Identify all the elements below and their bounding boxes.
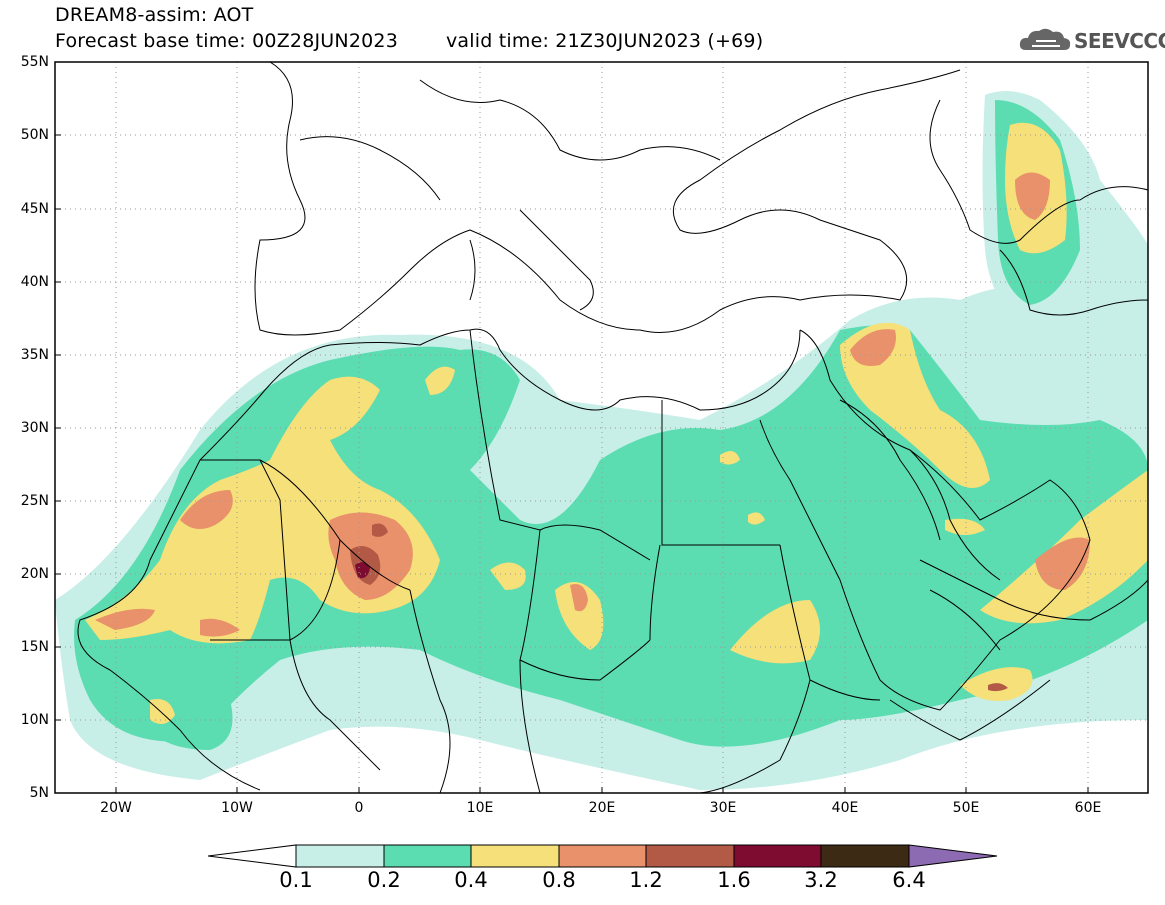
lat-label-15n: 15N (20, 639, 49, 655)
map-title: DREAM8-assim: AOT (55, 4, 254, 26)
seevccc-logo: SEEVCCC (1018, 24, 1165, 58)
colorbar-label-1.2: 1.2 (629, 868, 663, 892)
lat-label-50n: 50N (20, 127, 49, 143)
lat-label-25n: 25N (20, 493, 49, 509)
aot-1.6-3.2 (355, 562, 370, 579)
lon-label-20e: 20E (588, 800, 616, 816)
base-time: Forecast base time: 00Z28JUN2023 (55, 30, 398, 52)
lat-label-40n: 40N (20, 274, 49, 290)
colorbar-seg-3 (470, 844, 560, 868)
colorbar-seg-6 (733, 844, 822, 868)
graticule (55, 62, 1148, 793)
lon-label-50e: 50E (952, 800, 980, 816)
lat-label-20n: 20N (20, 566, 49, 582)
colorbar-seg-2 (383, 844, 472, 868)
colorbar-label-0.1: 0.1 (279, 868, 313, 892)
colorbar-label-0.2: 0.2 (367, 868, 401, 892)
lon-label-0: 0 (354, 800, 364, 816)
cloud-icon (1019, 28, 1071, 50)
colorbar-label-1.6: 1.6 (717, 868, 751, 892)
lat-label-35n: 35N (20, 347, 49, 363)
colorbar-label-3.2: 3.2 (804, 868, 838, 892)
colorbar-seg-8 (908, 844, 998, 868)
colorbar (207, 844, 998, 868)
colorbar-label-6.4: 6.4 (892, 868, 926, 892)
lon-label-10e: 10E (466, 800, 494, 816)
coastlines (77, 62, 1148, 793)
colorbar-seg-7 (820, 844, 910, 868)
colorbar-seg-1 (295, 844, 385, 868)
valid-time: valid time: 21Z30JUN2023 (+69) (445, 30, 764, 52)
colorbar-label-0.4: 0.4 (454, 868, 488, 892)
lon-label-60e: 60E (1074, 800, 1102, 816)
axis-ticks (55, 134, 1089, 793)
aot-field (55, 62, 1148, 793)
forecast-times: Forecast base time: 00Z28JUN2023 valid ti… (55, 30, 763, 52)
lon-label-40e: 40E (831, 800, 859, 816)
colorbar-seg-0 (207, 844, 297, 868)
lon-label-10w: 10W (221, 800, 253, 816)
lon-label-30e: 30E (709, 800, 737, 816)
colorbar-seg-5 (645, 844, 735, 868)
colorbar-label-0.8: 0.8 (542, 868, 576, 892)
colorbar-seg-4 (558, 844, 647, 868)
aot-0.8-1.2 (95, 172, 1090, 637)
logo-text: SEEVCCC (1074, 29, 1165, 53)
lat-label-45n: 45N (20, 201, 49, 217)
lat-label-30n: 30N (20, 420, 49, 436)
lat-label-5n: 5N (29, 785, 49, 801)
lat-label-10n: 10N (20, 712, 49, 728)
lat-label-55n: 55N (20, 54, 49, 70)
lon-label-20w: 20W (100, 800, 132, 816)
